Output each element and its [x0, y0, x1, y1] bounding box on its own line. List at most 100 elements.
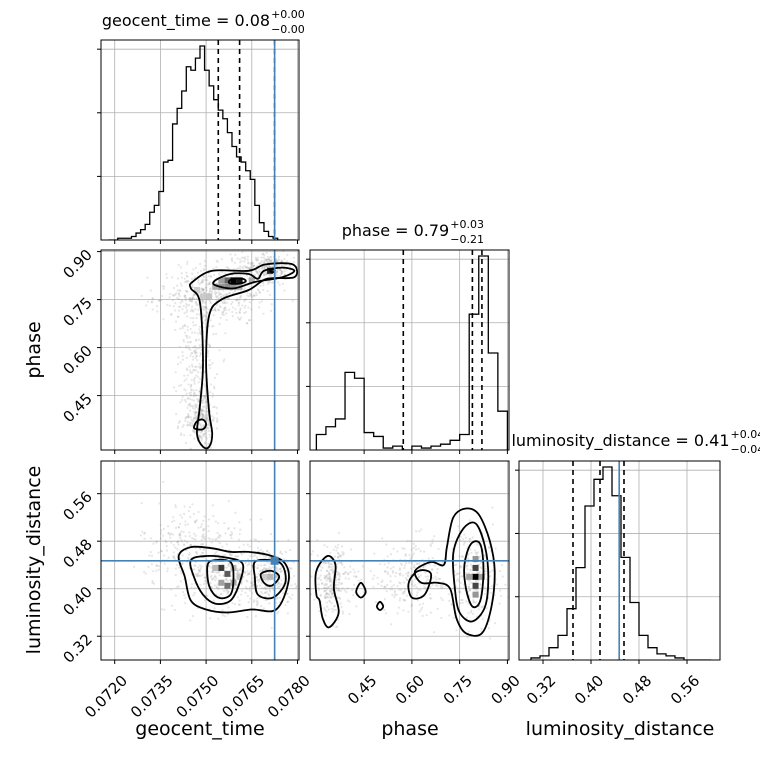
sample-point [461, 555, 464, 558]
sample-point [204, 315, 207, 318]
sample-point [418, 530, 421, 533]
sample-point [205, 399, 208, 402]
sample-point [460, 575, 463, 578]
sample-point [225, 566, 228, 569]
sample-point [348, 613, 351, 616]
sample-point [162, 287, 165, 290]
sample-point [435, 584, 438, 587]
sample-point [331, 610, 334, 613]
sample-point [233, 289, 236, 293]
sample-point [372, 585, 375, 589]
sample-point [187, 415, 191, 418]
sample-point [329, 577, 333, 580]
sample-point [213, 308, 216, 311]
sample-point [216, 583, 219, 586]
sample-point [192, 389, 195, 392]
sample-point [177, 356, 180, 359]
sample-point [334, 583, 337, 586]
sample-point [190, 418, 193, 421]
sample-point [480, 606, 483, 609]
sample-point [215, 412, 219, 415]
sample-point [193, 293, 196, 296]
sample-point [251, 586, 254, 590]
sample-point [181, 562, 184, 565]
sample-point [416, 562, 419, 566]
sample-point [175, 563, 178, 566]
sample-point [280, 260, 283, 263]
x-tick-label: 0.90 [487, 672, 523, 708]
sample-point [276, 582, 280, 585]
sample-point [171, 294, 174, 297]
sample-point [472, 599, 475, 602]
sample-point [178, 345, 181, 349]
sample-point [264, 591, 267, 594]
sample-point [195, 405, 198, 408]
sample-point [282, 250, 285, 253]
sample-point [190, 300, 194, 303]
sample-point [246, 558, 250, 561]
sample-point [328, 599, 331, 602]
sample-point [331, 563, 334, 566]
sample-point [174, 302, 177, 305]
sample-point [192, 430, 195, 433]
sample-point [325, 601, 328, 604]
x-tick-label: 0.56 [667, 672, 703, 708]
sample-point [319, 574, 322, 577]
sample-point [148, 554, 151, 557]
sample-point [329, 590, 332, 593]
sample-point [381, 537, 384, 540]
sample-point [276, 540, 279, 543]
sample-point [285, 269, 288, 272]
sample-point [200, 413, 204, 416]
sample-point [224, 272, 227, 275]
sample-point [249, 585, 252, 588]
sample-point [460, 565, 463, 568]
sample-point [168, 296, 171, 299]
sample-point [178, 294, 181, 298]
sample-point [197, 281, 200, 284]
sample-point [160, 549, 163, 553]
sample-point [180, 530, 183, 533]
sample-point [184, 289, 187, 293]
sample-point [202, 519, 205, 522]
sample-point [246, 292, 249, 295]
sample-point [218, 571, 221, 574]
sample-point [198, 574, 201, 577]
sample-point [179, 401, 182, 404]
sample-point [455, 579, 458, 582]
sample-point [197, 526, 200, 529]
sample-point [261, 568, 264, 572]
sample-point [501, 564, 504, 567]
sample-point [268, 258, 271, 261]
sample-point [483, 554, 487, 557]
sample-point [328, 578, 332, 581]
sample-point [290, 584, 293, 587]
sample-point [409, 558, 412, 561]
sample-point [267, 260, 271, 263]
sample-point [203, 301, 206, 304]
sample-point [256, 546, 260, 550]
sample-point [203, 415, 207, 419]
sample-point [221, 614, 224, 617]
sample-point [190, 308, 193, 311]
sample-point [191, 358, 195, 361]
sample-point [215, 577, 218, 580]
sample-point [470, 551, 473, 554]
sample-point [170, 541, 173, 544]
sample-point [236, 274, 239, 278]
sample-point [181, 590, 185, 594]
density-cell [472, 591, 479, 598]
sample-point [221, 311, 225, 314]
sample-point [423, 585, 426, 588]
sample-point [160, 550, 163, 553]
sample-point [160, 586, 163, 589]
sample-point [268, 571, 271, 575]
sample-point [193, 591, 196, 595]
sample-point [390, 585, 393, 588]
sample-point [177, 293, 181, 296]
sample-point [275, 574, 278, 577]
sample-point [270, 309, 273, 313]
sample-point [274, 264, 278, 267]
sample-point [485, 607, 488, 610]
sample-point [244, 266, 247, 269]
